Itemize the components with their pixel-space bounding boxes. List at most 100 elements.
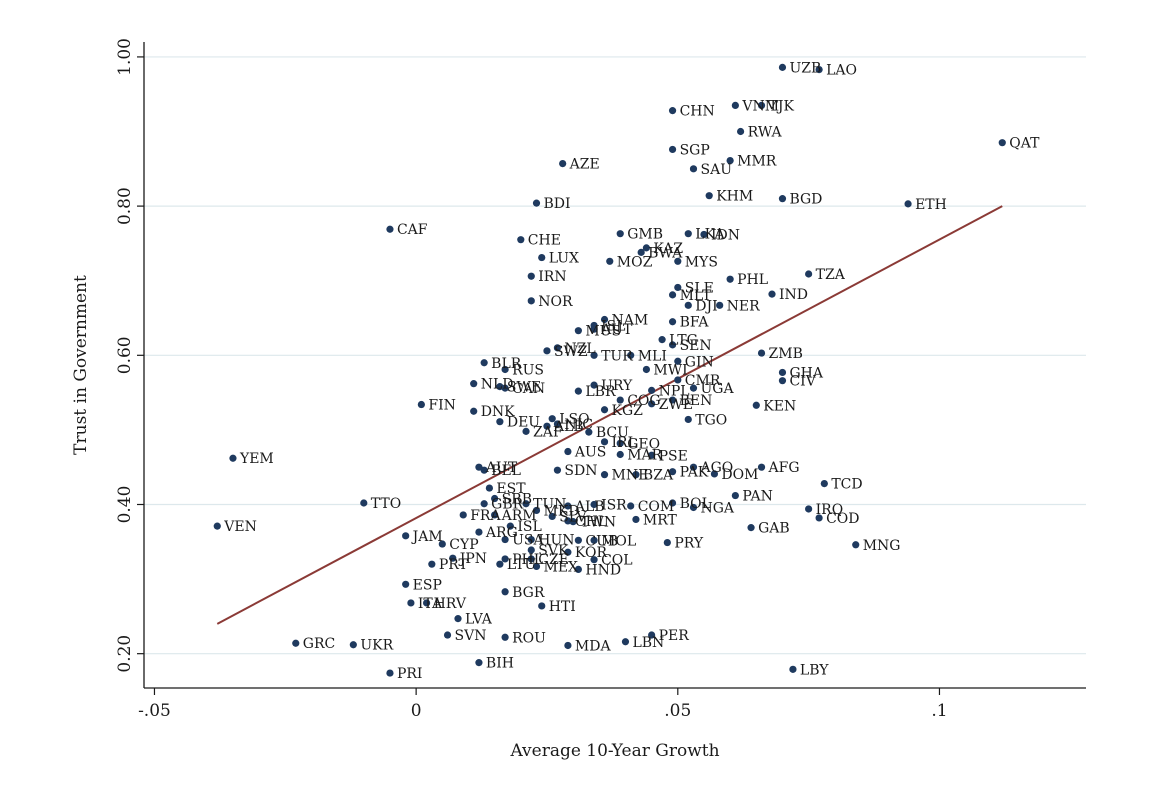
point-label: JAM <box>411 529 443 545</box>
point-label: BGD <box>789 192 822 208</box>
point-label: UKR <box>360 638 393 654</box>
point-label: SAU <box>701 162 733 178</box>
data-point <box>789 665 797 673</box>
point-label: HTI <box>549 599 576 615</box>
point-label: AZE <box>569 157 600 173</box>
data-point <box>674 283 682 292</box>
data-point <box>778 368 787 377</box>
data-point <box>501 535 509 544</box>
point-label: KAZ <box>653 241 683 257</box>
point-label: BFA <box>680 315 710 331</box>
y-tick-label: 0.80 <box>115 187 135 225</box>
point-label: GHA <box>789 365 823 381</box>
data-point <box>648 386 656 394</box>
data-point <box>590 500 598 509</box>
data-point <box>443 631 452 639</box>
data-point <box>674 357 682 365</box>
data-point <box>590 556 598 564</box>
point-label: SVN <box>455 628 487 644</box>
data-point <box>475 463 483 471</box>
point-label: CZE <box>538 552 569 568</box>
data-point <box>527 272 535 280</box>
point-label: LSO <box>559 412 589 428</box>
data-point <box>590 536 598 544</box>
data-point <box>564 548 572 556</box>
point-label: MUS <box>585 324 621 340</box>
data-point <box>600 315 609 324</box>
data-point <box>569 518 577 526</box>
data-point <box>564 641 572 650</box>
point-label: UZB <box>789 60 821 76</box>
point-label: CHE <box>528 233 561 249</box>
data-point <box>491 494 499 503</box>
point-label: ALB <box>553 419 584 435</box>
point-label: BOL <box>680 496 711 512</box>
data-point <box>480 359 488 367</box>
data-point <box>852 541 860 549</box>
point-label: MOZ <box>617 254 653 270</box>
data-point <box>386 225 394 233</box>
data-point <box>674 257 682 265</box>
point-label: AUT <box>485 460 518 476</box>
data-point <box>616 396 624 404</box>
data-point <box>627 502 635 510</box>
axes: 0.20 0.40 0.60 0.80 1.00 -.05 0 .05 .1 <box>115 38 1086 721</box>
data-point <box>475 528 483 536</box>
point-label: ISL <box>601 318 625 334</box>
point-label: TCD <box>831 477 862 493</box>
data-point <box>668 499 677 507</box>
point-label: MAR <box>627 448 662 464</box>
data-point <box>632 515 640 524</box>
point-label: BDI <box>544 196 571 212</box>
data-point <box>668 396 677 404</box>
data-point <box>737 127 745 136</box>
point-label: BWA <box>648 245 683 261</box>
data-point <box>731 491 739 500</box>
point-label: PAK <box>680 465 709 481</box>
y-tick-label: 0.20 <box>115 635 135 673</box>
point-label: LTU <box>507 557 536 573</box>
data-point <box>778 63 787 71</box>
point-label: ZMB <box>769 346 803 362</box>
fit-line-group <box>216 205 1003 625</box>
data-point <box>731 101 739 110</box>
data-point <box>213 522 221 530</box>
point-label: MDA <box>575 638 612 654</box>
point-label: COD <box>826 511 859 527</box>
data-point <box>496 560 504 568</box>
point-label: SLV <box>559 509 587 525</box>
data-point <box>292 639 300 647</box>
data-point <box>815 66 823 74</box>
point-label: GIN <box>685 354 714 370</box>
data-point <box>648 631 656 639</box>
data-point <box>475 659 483 667</box>
data-point <box>668 468 677 476</box>
point-label: RWA <box>748 125 783 141</box>
data-point <box>590 351 598 359</box>
data-point <box>998 139 1006 147</box>
data-point <box>642 365 651 374</box>
data-point <box>417 400 425 409</box>
data-point <box>402 580 410 588</box>
point-label: BZA <box>643 468 674 484</box>
point-label: MLI <box>638 348 667 364</box>
data-point <box>684 230 692 238</box>
data-point <box>527 555 535 563</box>
point-label: FIN <box>428 398 456 414</box>
point-label: MEX <box>544 559 579 575</box>
point-label: NIC <box>564 417 593 433</box>
data-point <box>548 415 556 423</box>
x-tick-label: 0 <box>411 701 422 721</box>
point-label: AUS <box>574 445 607 461</box>
point-label: MNE <box>612 468 649 484</box>
point-label: GRC <box>303 636 335 652</box>
data-point <box>501 633 509 641</box>
point-label: ZWE <box>659 397 693 413</box>
point-label: MLT <box>680 288 712 304</box>
point-label: PRT <box>439 557 469 573</box>
data-point <box>402 532 410 540</box>
point-label: HUN <box>538 533 574 549</box>
point-label: SGP <box>680 142 710 158</box>
